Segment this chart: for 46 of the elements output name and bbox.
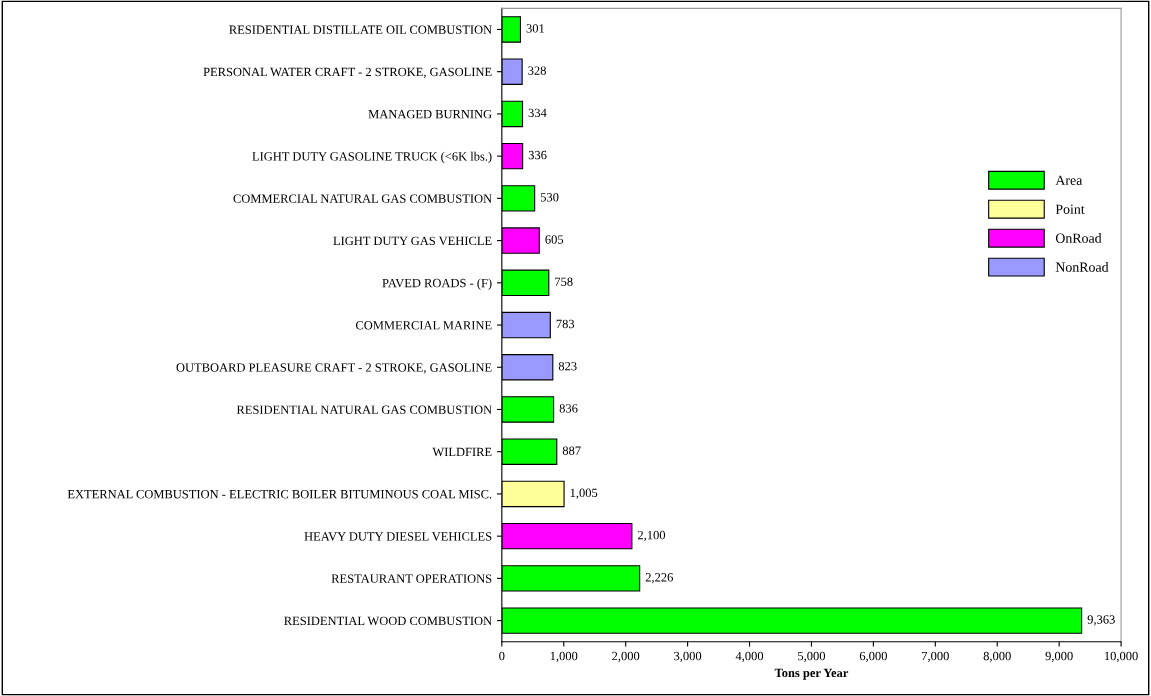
data-label: 334: [528, 108, 547, 118]
data-label: 336: [528, 150, 547, 160]
y-tick-label: RESIDENTIAL DISTILLATE OIL COMBUSTION: [229, 25, 492, 34]
x-tick-label: 4,000: [735, 651, 764, 663]
data-label: 605: [545, 235, 564, 244]
y-tick-label: PERSONAL WATER CRAFT - 2 STROKE, GASOLINE: [203, 67, 492, 78]
data-label: 1,005: [570, 488, 598, 499]
legend-label: Area: [1055, 175, 1083, 185]
y-tick-label: RESIDENTIAL WOOD COMBUSTION: [284, 616, 492, 626]
data-label: 2,100: [637, 530, 666, 542]
legend-label: NonRoad: [1055, 262, 1109, 272]
data-label: 758: [555, 277, 573, 286]
data-label: 530: [540, 193, 559, 202]
y-tick-label: RESTAURANT OPERATIONS: [331, 574, 492, 583]
data-label: 301: [526, 24, 545, 33]
x-axis-title: Tons per Year: [774, 668, 849, 680]
y-tick-label: COMMERCIAL NATURAL GAS COMBUSTION: [233, 194, 492, 203]
x-tick-label: 6,000: [859, 651, 887, 663]
y-tick-label: COMMERCIAL MARINE: [355, 321, 492, 330]
x-tick-label: 10,000: [1104, 651, 1138, 663]
y-tick-label: PAVED ROADS - (F): [382, 278, 492, 290]
x-tick-label: 5,000: [798, 651, 826, 663]
x-tick-label: 7,000: [922, 651, 949, 663]
x-tick-label: 3,000: [674, 651, 702, 663]
x-tick-label: 8,000: [983, 651, 1011, 663]
data-label: 836: [559, 404, 578, 413]
data-label: 328: [528, 66, 546, 75]
y-tick-label: WILDFIRE: [432, 447, 492, 457]
y-tick-label: HEAVY DUTY DIESEL VEHICLES: [304, 532, 492, 541]
y-tick-label: LIGHT DUTY GASOLINE TRUCK (<6K lbs.): [252, 151, 492, 164]
data-label: 9,363: [1087, 615, 1115, 626]
data-label: 2,226: [645, 573, 673, 584]
x-tick-label: 1,000: [550, 651, 578, 663]
x-tick-label: 2,000: [612, 651, 640, 663]
legend-label: Point: [1055, 204, 1085, 214]
x-tick-label: 9,000: [1045, 651, 1073, 663]
y-tick-label: RESIDENTIAL NATURAL GAS COMBUSTION: [236, 405, 492, 414]
y-tick-label: EXTERNAL COMBUSTION - ELECTRIC BOILER BITUMINOUS COAL MISC.: [67, 489, 492, 499]
y-tick-label: LIGHT DUTY GAS VEHICLE: [333, 236, 492, 246]
data-label: 783: [556, 319, 575, 329]
data-label: 887: [562, 446, 581, 455]
x-tick-label: 0: [499, 651, 505, 661]
legend-label: OnRoad: [1055, 233, 1102, 243]
y-tick-label: OUTBOARD PLEASURE CRAFT - 2 STROKE, GASOLINE: [176, 363, 492, 374]
data-label: 823: [558, 361, 577, 371]
y-tick-label: MANAGED BURNING: [368, 109, 492, 119]
